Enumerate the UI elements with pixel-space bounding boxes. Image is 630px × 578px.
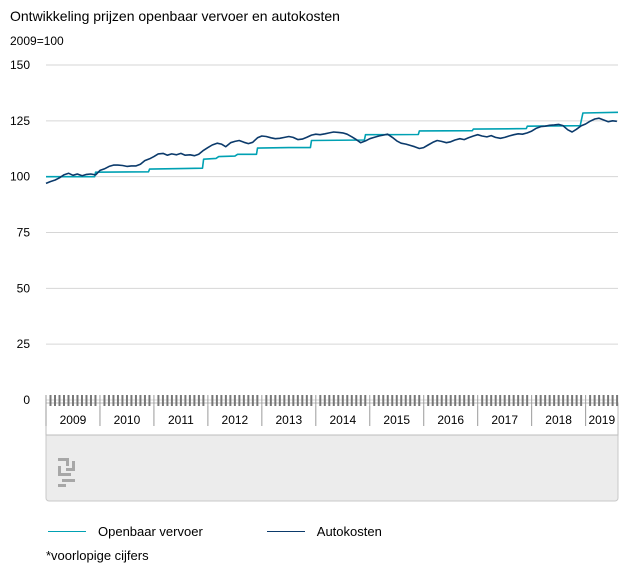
y-tick-label: 100 [10, 170, 30, 184]
y-tick-label: 150 [10, 58, 30, 72]
gridlines [46, 64, 618, 401]
slider-window[interactable] [45, 402, 619, 436]
logo-part [58, 484, 66, 487]
x-tick-label-2017: 2017 [491, 413, 518, 427]
x-tick-label-2012: 2012 [222, 413, 249, 427]
y-tick-label: 50 [17, 281, 31, 295]
y-axis-unit-label: 2009=100 [10, 34, 64, 48]
legend: Openbaar vervoer Autokosten [48, 524, 446, 539]
chart-title: Ontwikkeling prijzen openbaar vervoer en… [10, 8, 340, 24]
time-range-slider: 2009 2010 2011 2012 2013 2014 2015 2016 2017 2018… [45, 395, 619, 502]
logo-part [62, 479, 75, 482]
legend-swatch [266, 531, 305, 532]
legend-label: Autokosten [316, 524, 382, 539]
series-lines [45, 111, 619, 185]
x-tick-label-2014: 2014 [329, 413, 356, 427]
x-tick-label-2010: 2010 [114, 413, 141, 427]
x-tick-label-2016: 2016 [437, 413, 464, 427]
series-line-autokosten[interactable] [45, 117, 617, 185]
x-tick-label-2018: 2018 [545, 413, 572, 427]
x-tick-label-2009: 2009 [60, 413, 87, 427]
legend-item-openbaar-vervoer[interactable]: Openbaar vervoer [48, 524, 203, 539]
x-tick-label-2013: 2013 [275, 413, 302, 427]
legend-item-autokosten[interactable]: Autokosten [266, 524, 382, 539]
line-chart: 0 25 50 75 100 125 150 2009 2010 2011 2012 2013 201… [10, 58, 619, 502]
y-tick-label: 75 [17, 226, 31, 240]
x-tick-label-2019: 2019 [588, 413, 615, 427]
series-line-openbaar-vervoer[interactable] [46, 111, 619, 178]
legend-label: Openbaar vervoer [98, 524, 203, 539]
logo-part [66, 468, 75, 471]
logo-part [61, 473, 71, 476]
x-tick-label-2015: 2015 [383, 413, 410, 427]
y-tick-label: 125 [10, 114, 30, 128]
cbs-logo [58, 458, 75, 487]
y-tick-label: 0 [23, 393, 30, 407]
logo-part [58, 458, 66, 461]
logo-part [58, 466, 61, 476]
logo-part [66, 458, 69, 466]
x-tick-label-2011: 2011 [168, 413, 194, 427]
legend-swatch [48, 531, 86, 532]
y-axis: 0 25 50 75 100 125 150 [10, 58, 30, 407]
logo-part [72, 461, 75, 471]
footnote: *voorlopige cijfers [46, 548, 149, 563]
y-tick-label: 25 [17, 337, 31, 351]
